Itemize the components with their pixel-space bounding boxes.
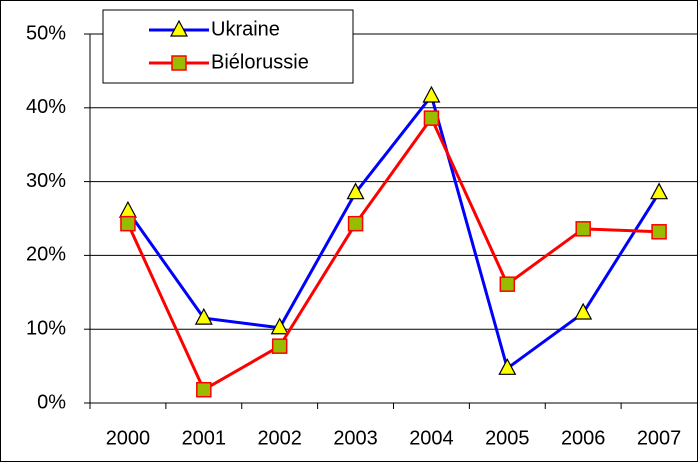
y-tick-label: 30% — [26, 170, 66, 192]
legend-box — [102, 9, 354, 84]
x-tick-label: 2000 — [106, 427, 151, 449]
x-tick-label: 2003 — [333, 427, 378, 449]
marker — [171, 55, 187, 71]
marker — [499, 276, 516, 292]
marker — [574, 302, 593, 320]
x-tick-label: 2001 — [182, 427, 227, 449]
marker — [422, 85, 441, 103]
marker — [196, 381, 212, 398]
marker — [194, 307, 213, 325]
x-tick-label: 2005 — [485, 427, 530, 449]
y-tick-label: 0% — [37, 391, 66, 413]
x-tick-label: 2004 — [409, 427, 454, 449]
marker — [575, 221, 591, 237]
series-line — [126, 115, 660, 392]
marker — [498, 358, 517, 375]
y-tick-label: 40% — [26, 96, 66, 118]
y-tick-label: 20% — [26, 244, 66, 266]
marker — [651, 224, 667, 240]
marker — [423, 110, 440, 126]
x-tick-label: 2002 — [257, 427, 302, 449]
marker — [270, 317, 289, 335]
y-tick-label: 50% — [26, 22, 66, 44]
series-line — [126, 92, 661, 371]
legend-label: Biélorussie — [211, 51, 309, 73]
y-tick-label: 10% — [26, 317, 66, 339]
marker — [170, 19, 188, 37]
x-tick-label: 2006 — [561, 427, 606, 449]
marker — [650, 182, 669, 200]
x-tick-label: 2007 — [637, 427, 682, 449]
marker — [346, 182, 365, 200]
marker — [120, 215, 136, 232]
marker — [347, 215, 364, 232]
legend-label: Ukraine — [211, 18, 280, 40]
marker — [271, 338, 288, 354]
